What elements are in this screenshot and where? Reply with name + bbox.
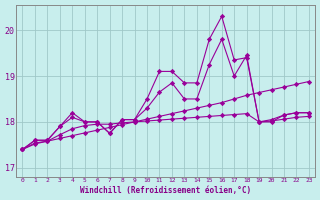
X-axis label: Windchill (Refroidissement éolien,°C): Windchill (Refroidissement éolien,°C) <box>80 186 251 195</box>
